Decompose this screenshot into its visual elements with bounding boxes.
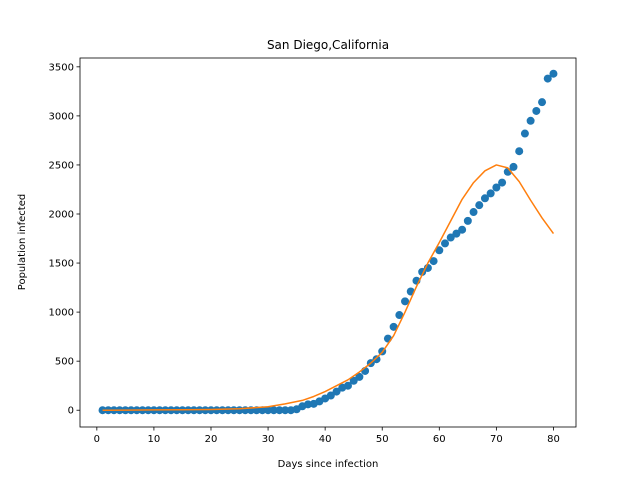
data-point [372, 355, 381, 364]
data-point [389, 322, 398, 331]
data-point [463, 216, 472, 225]
data-point [401, 297, 410, 306]
data-point [343, 381, 352, 390]
data-point [281, 406, 290, 415]
y-tick-label: 3000 [49, 111, 74, 122]
data-point [515, 147, 524, 156]
x-tick-label: 10 [148, 434, 161, 445]
data-point [212, 406, 221, 415]
x-tick-label: 20 [205, 434, 218, 445]
x-axis-title: Days since infection [278, 459, 379, 470]
data-point [395, 311, 404, 320]
y-tick-label: 2000 [49, 209, 74, 220]
data-point [492, 183, 501, 192]
data-point [538, 98, 547, 107]
data-point [480, 194, 489, 203]
data-point [332, 387, 341, 396]
fit-curve [102, 164, 555, 411]
data-point [486, 189, 495, 198]
data-point [269, 406, 278, 415]
data-point [264, 406, 273, 415]
x-tick-label: 0 [94, 434, 100, 445]
data-point [326, 391, 335, 400]
data-point [475, 201, 484, 210]
data-point [429, 257, 438, 266]
x-tick-label: 60 [433, 434, 446, 445]
data-point [446, 233, 455, 242]
x-axis: 0 10 20 30 40 50 60 70 80 [94, 427, 560, 445]
data-point [441, 239, 450, 248]
data-point [526, 116, 535, 125]
chart-title: San Diego,California [267, 38, 389, 52]
x-tick-label: 70 [490, 434, 503, 445]
x-tick-label: 80 [547, 434, 560, 445]
y-tick-label: 500 [55, 357, 74, 368]
data-point [304, 400, 313, 409]
data-point [458, 225, 467, 234]
x-tick-label: 40 [319, 434, 332, 445]
data-point [532, 106, 541, 115]
x-tick-label: 50 [376, 434, 389, 445]
data-point [275, 406, 284, 415]
data-point [469, 208, 478, 217]
y-tick-label: 1000 [49, 308, 74, 319]
x-tick-label: 30 [262, 434, 275, 445]
data-point [543, 74, 552, 83]
plot-frame [79, 57, 577, 428]
y-tick-label: 0 [68, 406, 74, 417]
data-point [520, 129, 529, 138]
data-point [224, 406, 233, 415]
y-tick-label: 3500 [49, 62, 74, 73]
y-axis-title: Population infected [17, 194, 28, 290]
data-point [549, 69, 558, 78]
data-point [452, 229, 461, 238]
y-tick-label: 1500 [49, 259, 74, 270]
data-point [509, 162, 518, 171]
data-point [218, 406, 227, 415]
plot-area [98, 69, 558, 415]
data-point [349, 376, 358, 385]
data-point [498, 178, 507, 187]
data-point [258, 406, 267, 415]
data-point [206, 406, 215, 415]
data-point [355, 372, 364, 381]
y-tick-label: 2500 [49, 160, 74, 171]
data-point [435, 246, 444, 255]
y-axis: 0 500 1000 1500 2000 2500 3000 3500 [49, 62, 80, 417]
